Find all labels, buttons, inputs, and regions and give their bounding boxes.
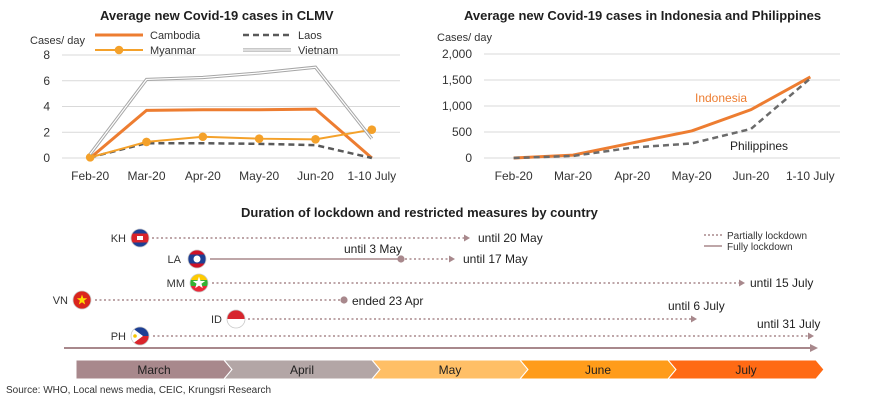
y-tick-label: 0 [465,151,472,165]
month-label-march: March [137,363,170,377]
data-point-myanmar [142,137,151,147]
y-tick-label: 500 [452,125,472,139]
philippines-flag-icon [130,326,150,346]
end-date-label-mm: until 15 July [750,276,813,290]
source-note: Source: WHO, Local news media, CEIC, Kru… [6,385,272,396]
series-line-indonesia [513,75,812,160]
series-label-indonesia: Indonesia [695,91,747,105]
series-line-inner-vietnam [89,66,373,155]
series-line-cambodia [89,107,373,160]
y-tick-label: 2,000 [442,47,472,61]
cambodia-flag-icon [130,228,150,248]
legend-label-vietnam: Vietnam [298,45,338,57]
x-tick-label: 1-10 July [347,169,396,183]
y-tick-label: 1,000 [442,99,472,113]
x-tick-label: Feb-20 [71,169,109,183]
full-end-label-la: until 3 May [344,242,402,256]
x-tick-label: Feb-20 [495,169,533,183]
left-chart-title: Average new Covid-19 cases in CLMV [100,8,334,23]
legend-label-laos: Laos [298,30,322,42]
country-code-vn: VN [53,295,68,307]
laos-flag-icon [187,249,207,269]
country-code-ph: PH [111,331,126,343]
series-line-laos [89,141,373,160]
data-point-myanmar [198,132,208,142]
data-point-myanmar [367,125,377,134]
series-line-philippines [513,77,812,160]
y-tick-label: 0 [43,151,50,165]
y-axis-label: Cases/ day [30,35,86,47]
partial-lockdown-bar-la-head [449,255,455,263]
data-point-myanmar [85,153,95,162]
x-tick-label: Jun-20 [733,169,770,183]
x-tick-label: Mar-20 [554,169,592,183]
vietnam-flag-icon [72,290,92,310]
legend-label-myanmar: Myanmar [150,45,196,57]
data-point-myanmar [254,134,264,143]
month-label-june: June [585,363,611,377]
end-date-label-la: until 17 May [463,252,528,266]
legend-partial-label: Partially lockdown [727,231,807,242]
partial-lockdown-bar-kh-head [464,234,470,242]
partial-lockdown-bar-ph-head [808,332,814,340]
full-lockdown-end-la [397,255,405,263]
end-date-label-id: until 6 July [668,299,725,313]
y-axis-label: Cases/ day [437,32,493,44]
end-date-label-vn: ended 23 Apr [352,294,423,308]
x-tick-label: May-20 [672,169,712,183]
country-code-mm: MM [167,278,185,290]
partial-lockdown-bar-mm-head [739,279,745,287]
indonesia-flag-icon [226,309,246,329]
legend-swatch-myanmar-marker [114,45,124,55]
country-code-kh: KH [111,233,126,245]
legend-label-cambodia: Cambodia [150,30,201,42]
month-band-july [666,359,825,380]
end-date-label-ph: until 31 July [757,317,820,331]
partial-lockdown-bar-id-head [691,315,697,323]
y-tick-label: 4 [43,100,50,114]
timeline-axis-head [810,344,818,352]
partial-lockdown-end-vn [340,296,348,304]
month-label-july: July [735,363,756,377]
y-tick-label: 2 [43,125,50,139]
timeline-title: Duration of lockdown and restricted meas… [241,205,598,220]
myanmar-flag-icon [189,273,209,293]
month-label-april: April [290,363,314,377]
data-point-myanmar [311,135,320,144]
legend-full-label: Fully lockdown [727,242,793,253]
x-tick-label: 1-10 July [786,169,835,183]
x-tick-label: May-20 [239,169,279,183]
country-code-id: ID [211,314,222,326]
series-line-myanmar [89,128,373,159]
indonesia-philippines-line-chart: 0 500 1,000 1,500 2,000 Cases/ day Feb-20 Mar-2… [437,32,840,183]
end-date-label-kh: until 20 May [478,231,543,245]
y-tick-label: 6 [43,74,50,88]
country-code-la: LA [168,254,182,266]
month-label-may: May [439,363,462,377]
y-tick-label: 1,500 [442,73,472,87]
y-tick-label: 8 [43,48,50,62]
x-tick-label: Jun-20 [297,169,334,183]
x-tick-label: Apr-20 [614,169,650,183]
x-tick-label: Mar-20 [127,169,165,183]
series-label-philippines: Philippines [730,139,788,153]
right-chart-title: Average new Covid-19 cases in Indonesia … [464,8,822,23]
x-tick-label: Apr-20 [185,169,221,183]
